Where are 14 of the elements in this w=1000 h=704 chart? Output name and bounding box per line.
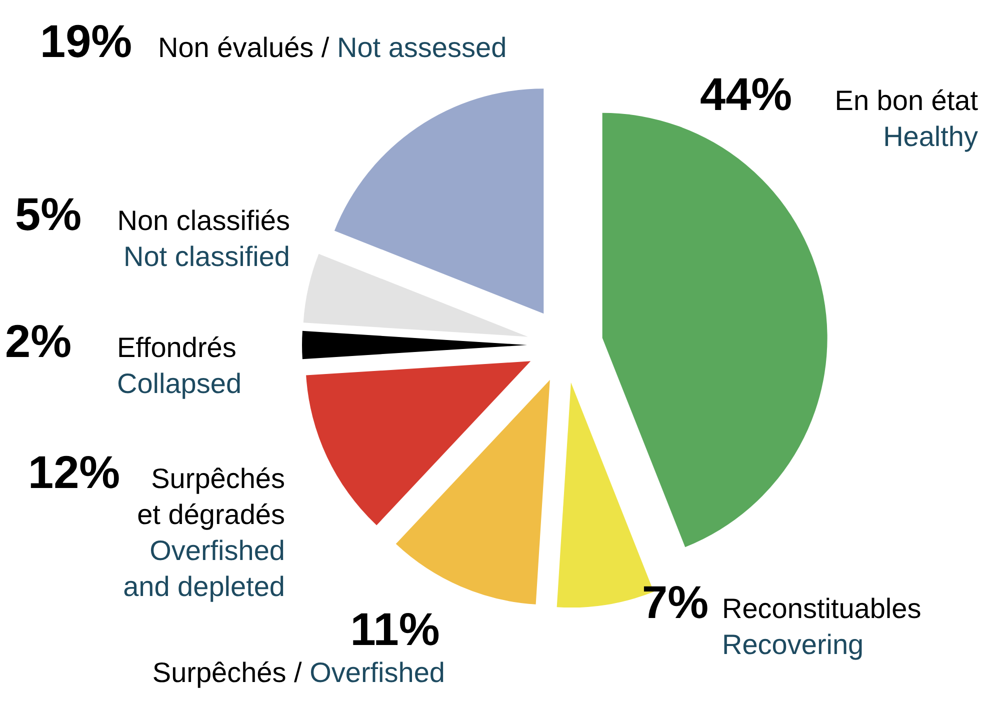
slice-label: Non évalués / Not assessed [158, 32, 507, 63]
slice-label: Effondrés Collapsed [117, 332, 242, 399]
slice-label: Surpêchés et dégradés Overfished and depleted [123, 463, 285, 602]
slice-label: Reconstituables Recovering [722, 593, 922, 660]
data-label: 11% [350, 603, 440, 655]
data-label: 7% [642, 576, 708, 628]
data-label: 44% [700, 68, 792, 120]
slice-label: Non classifiés Not classified [117, 205, 290, 272]
data-label: 12% [28, 446, 120, 498]
data-label: 2% [5, 315, 72, 367]
data-label: 19% [40, 15, 132, 67]
slice-label: Surpêchés / Overfished [152, 657, 445, 688]
data-label: 5% [15, 188, 82, 240]
slice-label: En bon état Healthy [834, 85, 978, 152]
